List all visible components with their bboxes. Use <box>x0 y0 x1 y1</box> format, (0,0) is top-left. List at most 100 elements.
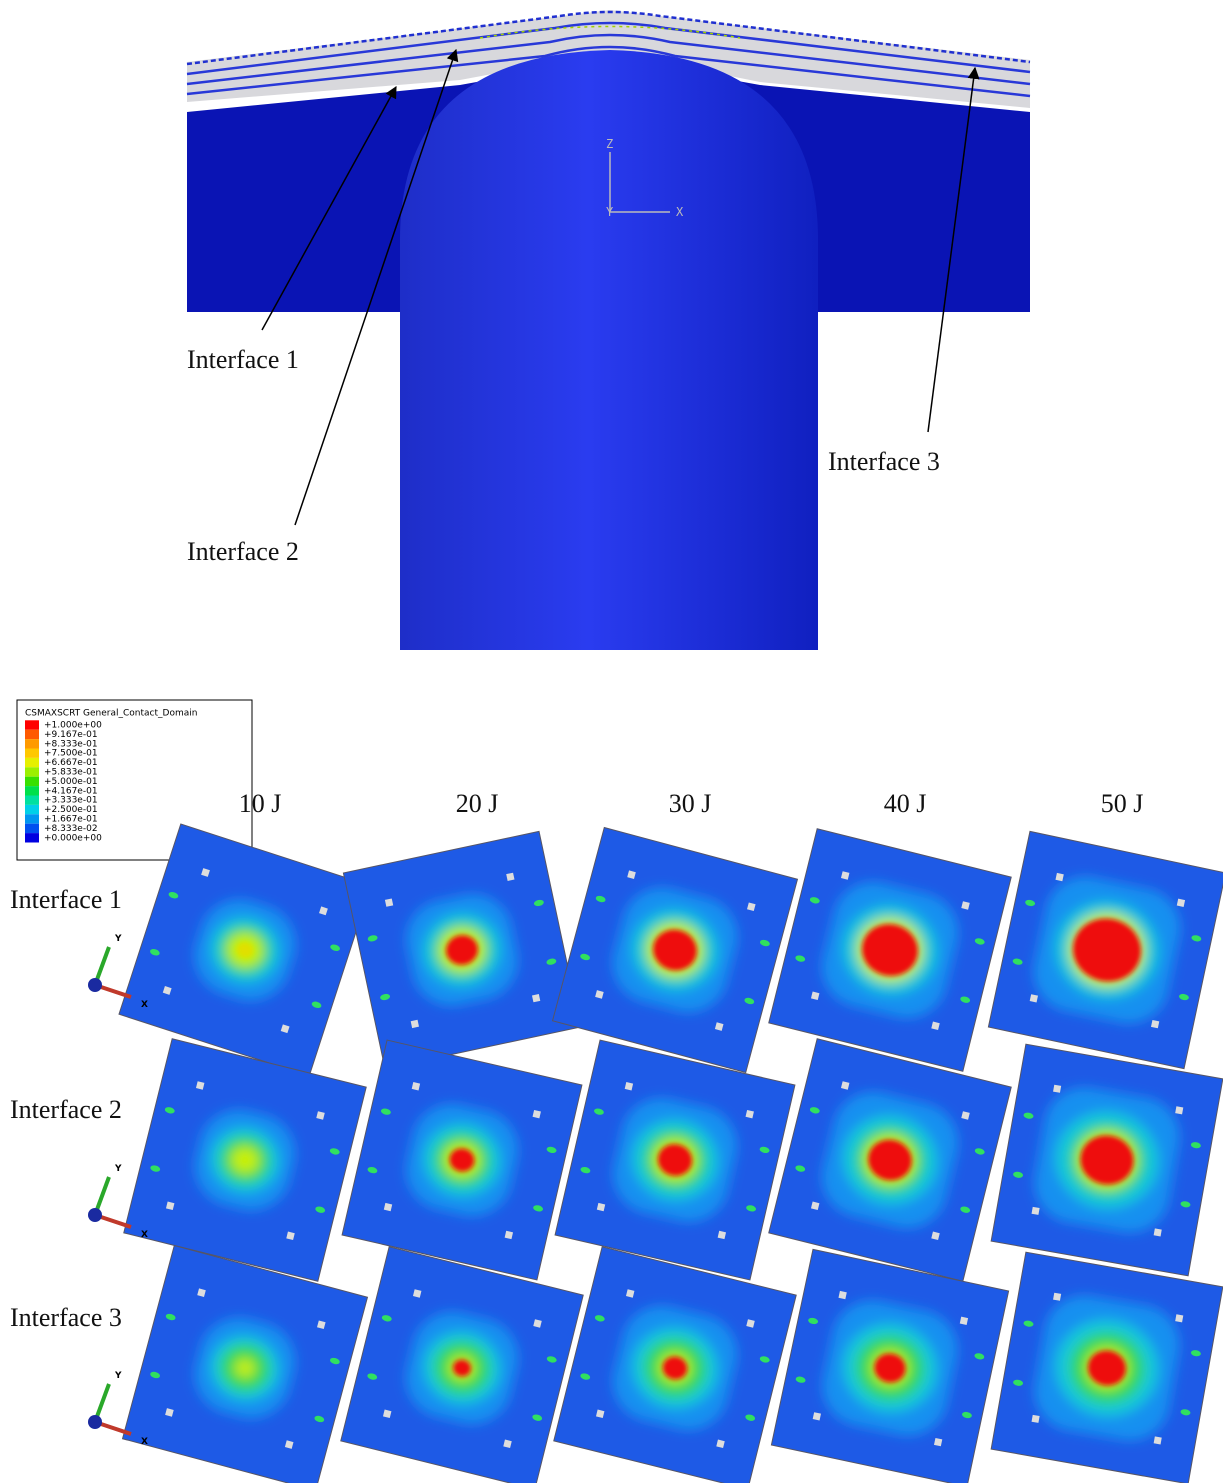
legend-swatch <box>25 786 39 796</box>
triad: YX <box>88 934 148 1010</box>
column-label: 30 J <box>669 789 712 818</box>
legend-swatch <box>25 739 39 749</box>
contour-plot <box>123 1038 367 1282</box>
triad: YX <box>88 1164 148 1240</box>
contour-spot <box>532 1414 543 1421</box>
contour-spot <box>367 935 378 942</box>
legend-swatch <box>25 776 39 787</box>
contour-field <box>194 1109 296 1211</box>
node-marker <box>931 1231 940 1241</box>
contour-spot <box>580 1373 591 1380</box>
node-marker <box>745 1109 754 1119</box>
node-marker <box>411 1082 421 1091</box>
interface-line <box>186 21 1031 76</box>
contour-spot <box>150 1165 161 1172</box>
node-marker <box>532 1109 541 1119</box>
contour-core <box>862 924 918 976</box>
node-marker <box>1175 1314 1184 1323</box>
contour-spot <box>746 1205 756 1212</box>
contour-spot <box>961 1411 972 1419</box>
node-marker <box>1175 1106 1184 1115</box>
triad-label: X <box>141 1000 148 1010</box>
node-marker <box>280 1024 290 1034</box>
contour-spot <box>759 1146 770 1154</box>
contour-plot <box>342 830 582 1070</box>
contour-spot <box>580 953 591 961</box>
triad-label: Y <box>114 1164 122 1174</box>
contour-plot <box>554 1039 796 1281</box>
contour-plot <box>990 1251 1223 1483</box>
triad-origin <box>88 1415 102 1429</box>
contour-spot <box>1025 899 1036 907</box>
contour-core <box>453 1359 471 1377</box>
contour-spot <box>974 1148 985 1155</box>
contour-spot <box>1012 958 1023 965</box>
node-marker <box>746 1319 755 1328</box>
contour-spot <box>795 955 806 962</box>
triad-label: X <box>676 205 684 219</box>
node-marker <box>810 991 820 1001</box>
legend-swatch <box>25 804 39 815</box>
node-marker <box>1150 1019 1160 1029</box>
contour-plot <box>987 830 1223 1070</box>
contour-plot <box>121 1244 369 1483</box>
legend-swatch <box>25 720 39 730</box>
contour-core <box>237 942 253 958</box>
contour-plot <box>990 1043 1223 1277</box>
contour-spot <box>330 944 340 951</box>
contour-spot <box>1013 1171 1024 1178</box>
contour-spot <box>381 1108 391 1115</box>
ply-top <box>186 10 1031 66</box>
triad-origin <box>88 1208 102 1222</box>
node-marker <box>840 1081 850 1090</box>
legend-label: +3.333e-01 <box>44 796 98 806</box>
contour-core <box>868 1139 912 1181</box>
node-marker <box>1153 1228 1162 1237</box>
contour-spot <box>1180 1409 1191 1416</box>
contour-spot <box>1190 1350 1201 1357</box>
node-marker <box>382 1409 392 1419</box>
contour-spot <box>150 949 160 956</box>
legend-box <box>16 699 253 861</box>
legend-swatch <box>25 833 39 843</box>
node-marker <box>1031 1414 1040 1423</box>
legend-label: +7.500e-01 <box>44 749 98 759</box>
contour-spot <box>1190 1142 1201 1149</box>
node-marker <box>714 1022 724 1031</box>
legend-label: +4.167e-01 <box>44 786 98 796</box>
contour-spot <box>808 1317 819 1325</box>
contour-spot <box>164 1107 175 1114</box>
contour-spot <box>594 1315 605 1322</box>
interface-label: Interface 2 <box>187 537 299 566</box>
legend-label: +8.333e-01 <box>44 739 98 749</box>
node-marker <box>506 872 515 882</box>
contour-spot <box>314 1415 325 1423</box>
node-marker <box>1176 898 1186 907</box>
interface-label: Interface 1 <box>187 345 299 374</box>
legend-label: +5.000e-01 <box>44 777 98 787</box>
contour-spot <box>546 1146 557 1154</box>
node-marker <box>316 1111 325 1120</box>
node-marker <box>286 1231 295 1241</box>
contour-spot <box>1023 1320 1034 1327</box>
contour-spot <box>595 895 606 903</box>
contour-spot <box>329 1148 340 1155</box>
contour-spot <box>315 1206 326 1213</box>
contour-spot <box>150 1371 161 1379</box>
arrows <box>261 48 980 526</box>
contour-spot <box>744 997 755 1005</box>
interface-label: Interface 3 <box>828 447 940 476</box>
contour-spot <box>1191 935 1202 942</box>
contour-core <box>874 1353 906 1383</box>
node-marker <box>317 1320 326 1330</box>
contour-plot <box>341 1039 583 1281</box>
node-marker <box>840 871 850 880</box>
contour-spot <box>759 939 770 947</box>
contour-spot <box>759 1356 770 1363</box>
arrow <box>927 66 980 433</box>
contour-spot <box>165 1313 176 1321</box>
node-marker <box>165 1201 175 1211</box>
node-marker <box>503 1439 512 1449</box>
interfaces <box>186 10 1031 98</box>
row-label: Interface 1 <box>10 885 122 914</box>
